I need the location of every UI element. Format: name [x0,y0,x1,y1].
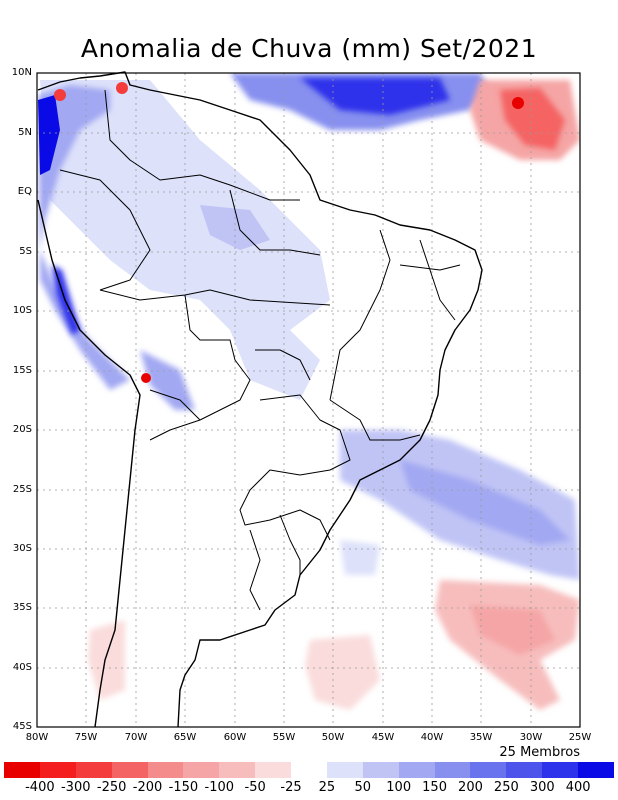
south-america-coastline [37,71,483,728]
colorbar-tick-label: 150 [422,780,447,795]
colorbar-swatch [362,762,399,778]
anomaly-south-brazil-positive [340,540,380,575]
colorbar-swatch [506,762,543,778]
colorbar-swatch [578,762,614,778]
colorbar-tick-label: 250 [493,780,519,795]
lat-label: 10N [11,67,32,78]
lat-label: 10S [12,305,32,316]
map-gridlines [37,73,580,727]
colorbar-swatch [434,762,471,778]
lon-label: 65W [173,732,197,743]
lon-label: 35W [469,732,493,743]
colorbar-tick-label: -150 [168,780,199,795]
lon-label: 40W [420,732,444,743]
anomaly-ne-atlantic-negative-peak [512,97,524,109]
colorbar [4,762,614,778]
colorbar-tick-label: 50 [354,780,372,795]
lon-label: 45W [371,732,395,743]
colorbar-swatch [39,762,76,778]
colorbar-swatch [147,762,184,778]
map-boundaries [37,71,483,728]
anomaly-south-atlantic-positive-core [400,460,570,545]
anomaly-colombia-negative [116,82,128,94]
lon-label: 70W [124,732,148,743]
anomaly-bolivia-positive [140,350,195,410]
anomaly-amazon-positive-core [200,205,270,250]
lat-label: 5N [18,127,32,138]
map-frame [36,72,581,728]
country-borders [59,89,461,611]
lat-label: 5S [19,246,32,257]
lat-label: 35S [12,602,32,613]
colorbar-tick-label: 200 [458,780,483,795]
colorbar-swatch [219,762,256,778]
colorbar-swatch [4,762,40,778]
colorbar-swatch [542,762,578,778]
colorbar-tick-label: -300 [60,780,91,795]
anomaly-south-negative [305,635,380,710]
ensemble-members-note: 25 Membros [499,745,580,760]
anomaly-central-brazil-positive [230,330,320,400]
lon-label: 80W [25,732,49,743]
colorbar-tick-label: -100 [204,780,235,795]
anomaly-patagonia-negative [88,620,125,700]
colorbar-swatch [470,762,507,778]
anomaly-andes-positive [38,85,130,390]
lon-label: 75W [74,732,98,743]
lat-label: 20S [12,424,32,435]
anomaly-north-negative [54,89,66,101]
lon-label: 25W [568,732,592,743]
colorbar-swatch [291,762,327,778]
anomaly-bolivia-negative [141,373,151,383]
colorbar-tick-label: -200 [132,780,163,795]
lat-label: 30S [12,543,32,554]
colorbar-swatch [183,762,220,778]
colorbar-swatch [111,762,148,778]
anomaly-colombia-pacific-strong [38,95,60,175]
anomaly-fields [38,73,580,710]
colorbar-swatch [75,762,112,778]
colorbar-tick-label: 300 [529,780,555,795]
colorbar-tick-label: -25 [280,780,302,795]
lat-label: EQ [17,186,32,197]
lat-label: 40S [12,662,32,673]
anomaly-south-atlantic-negative-core [470,605,555,655]
colorbar-tick-label: -250 [96,780,127,795]
lat-label: 45S [12,721,32,732]
colorbar-tick-label: -400 [25,780,55,795]
anomaly-north-atlantic-strong [300,78,450,115]
colorbar-tick-label: 400 [565,780,591,795]
lon-label: 55W [272,732,296,743]
colorbar-swatch [326,762,363,778]
lon-label: 50W [321,732,345,743]
map-title: Anomalia de Chuva (mm) Set/2021 [80,34,538,63]
lon-label: 60W [223,732,247,743]
colorbar-tick-label: 25 [318,780,336,795]
lon-label: 30W [519,732,543,743]
colorbar-tick-label: 100 [386,780,412,795]
colorbar-swatch [255,762,291,778]
lat-label: 15S [12,365,32,376]
colorbar-tick-label: -50 [244,780,266,795]
colorbar-swatch [398,762,435,778]
lat-label: 25S [12,484,32,495]
